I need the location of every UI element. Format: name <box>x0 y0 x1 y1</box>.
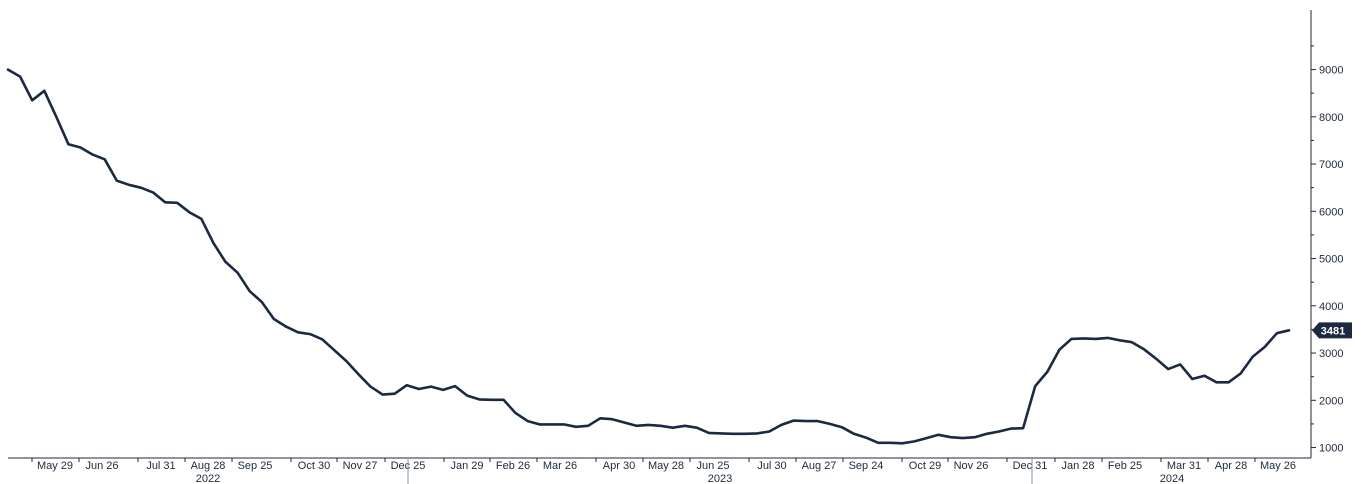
y-tick-label: 1000 <box>1319 443 1343 455</box>
x-tick-label: Jul 30 <box>757 460 786 472</box>
x-tick-label: Apr 30 <box>603 460 635 472</box>
x-tick-label: Jan 28 <box>1061 460 1094 472</box>
y-tick-label: 9000 <box>1319 65 1343 77</box>
last-value-label: 3481 <box>1321 325 1345 337</box>
x-tick-label: Sep 24 <box>849 460 884 472</box>
x-tick-label: May 28 <box>648 460 684 472</box>
y-tick-label: 3000 <box>1319 348 1343 360</box>
x-tick-label: Feb 25 <box>1108 460 1142 472</box>
x-tick-label: Jan 29 <box>450 460 483 472</box>
x-tick-label: May 26 <box>1260 460 1296 472</box>
last-value-tag <box>1312 322 1352 339</box>
y-tick-label: 2000 <box>1319 395 1343 407</box>
x-tick-label: Jun 26 <box>85 460 118 472</box>
x-tick-label: Dec 31 <box>1013 460 1048 472</box>
x-tick-label: Nov 27 <box>343 460 378 472</box>
y-axis-ticks: 1000 2000 3000 4000 5000 6000 7000 8000 9000 <box>1311 45 1343 455</box>
year-label: 2024 <box>1160 473 1184 484</box>
x-tick-label: Aug 27 <box>802 460 837 472</box>
x-tick-label: Oct 30 <box>298 460 330 472</box>
series-line <box>6 68 1291 445</box>
last-value-group: 3481 <box>1312 322 1352 339</box>
x-tick-label: Sep 25 <box>238 460 273 472</box>
x-tick-label: Feb 26 <box>496 460 530 472</box>
y-tick-label: 4000 <box>1319 301 1343 313</box>
x-axis-ticks: May 29 Jun 26 Jul 31 Aug 28 Sep 25 Oct 30 Nov … <box>31 458 1296 484</box>
y-tick-label: 6000 <box>1319 206 1343 218</box>
year-label: 2022 <box>196 473 220 484</box>
y-tick-label: 7000 <box>1319 159 1343 171</box>
x-tick-label: Nov 26 <box>954 460 989 472</box>
x-tick-label: Mar 26 <box>543 460 577 472</box>
x-tick-label: Jul 31 <box>146 460 175 472</box>
x-tick-label: Apr 28 <box>1215 460 1247 472</box>
x-tick-label: May 29 <box>37 460 73 472</box>
x-tick-label: Mar 31 <box>1167 460 1201 472</box>
y-tick-label: 8000 <box>1319 112 1343 124</box>
year-label: 2023 <box>708 473 732 484</box>
series-group <box>6 68 1291 445</box>
x-tick-label: Oct 29 <box>909 460 941 472</box>
axes <box>8 10 1312 459</box>
x-tick-label: Jun 25 <box>696 460 729 472</box>
x-tick-label: Aug 28 <box>191 460 226 472</box>
y-tick-label: 5000 <box>1319 254 1343 266</box>
